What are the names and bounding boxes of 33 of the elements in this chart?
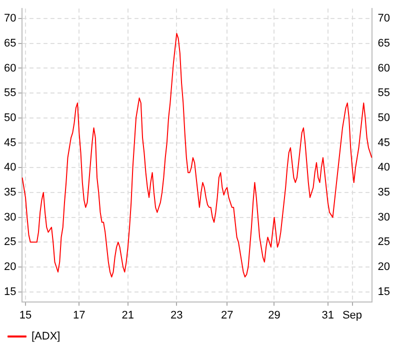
y-tick-label: 70 xyxy=(4,12,16,25)
y-tick-label: 60 xyxy=(4,62,16,74)
y2-tick-label: 50 xyxy=(378,112,390,124)
y2-tick-label: 30 xyxy=(378,211,390,224)
y-tick-label: 15 xyxy=(4,286,16,298)
y2-tick-label: 40 xyxy=(378,162,390,174)
x-tick-label: 27 xyxy=(220,309,234,322)
x-tick-label: 29 xyxy=(268,309,280,322)
y-tick-label: 65 xyxy=(4,37,16,50)
y-tick-label: 35 xyxy=(4,186,16,198)
y2-tick-label: 45 xyxy=(378,136,390,149)
y2-tick-label: 60 xyxy=(378,62,390,74)
y2-tick-label: 70 xyxy=(378,12,390,25)
y-tick-label: 25 xyxy=(4,236,16,248)
y2-tick-label: 25 xyxy=(378,236,390,248)
y-tick-label: 55 xyxy=(4,87,16,100)
y-tick-label: 45 xyxy=(4,136,16,149)
y-tick-label: 40 xyxy=(4,162,16,174)
x-tick-label: Sep xyxy=(342,309,362,322)
y2-tick-label: 55 xyxy=(378,87,390,100)
x-tick-label: 15 xyxy=(19,309,32,322)
y-tick-label: 20 xyxy=(4,261,16,274)
x-tick-label: 17 xyxy=(73,309,86,322)
y-tick-label: 30 xyxy=(4,211,16,224)
x-tick-label: 31 xyxy=(322,309,334,322)
y2-tick-label: 20 xyxy=(378,261,390,274)
legend-label: [ADX] xyxy=(32,330,60,343)
y-tick-label: 50 xyxy=(4,112,16,124)
y2-tick-label: 35 xyxy=(378,186,390,198)
y2-tick-label: 65 xyxy=(378,37,390,50)
x-tick-label: 23 xyxy=(170,309,183,322)
y2-tick-label: 15 xyxy=(378,286,390,298)
x-tick-label: 21 xyxy=(122,309,134,322)
